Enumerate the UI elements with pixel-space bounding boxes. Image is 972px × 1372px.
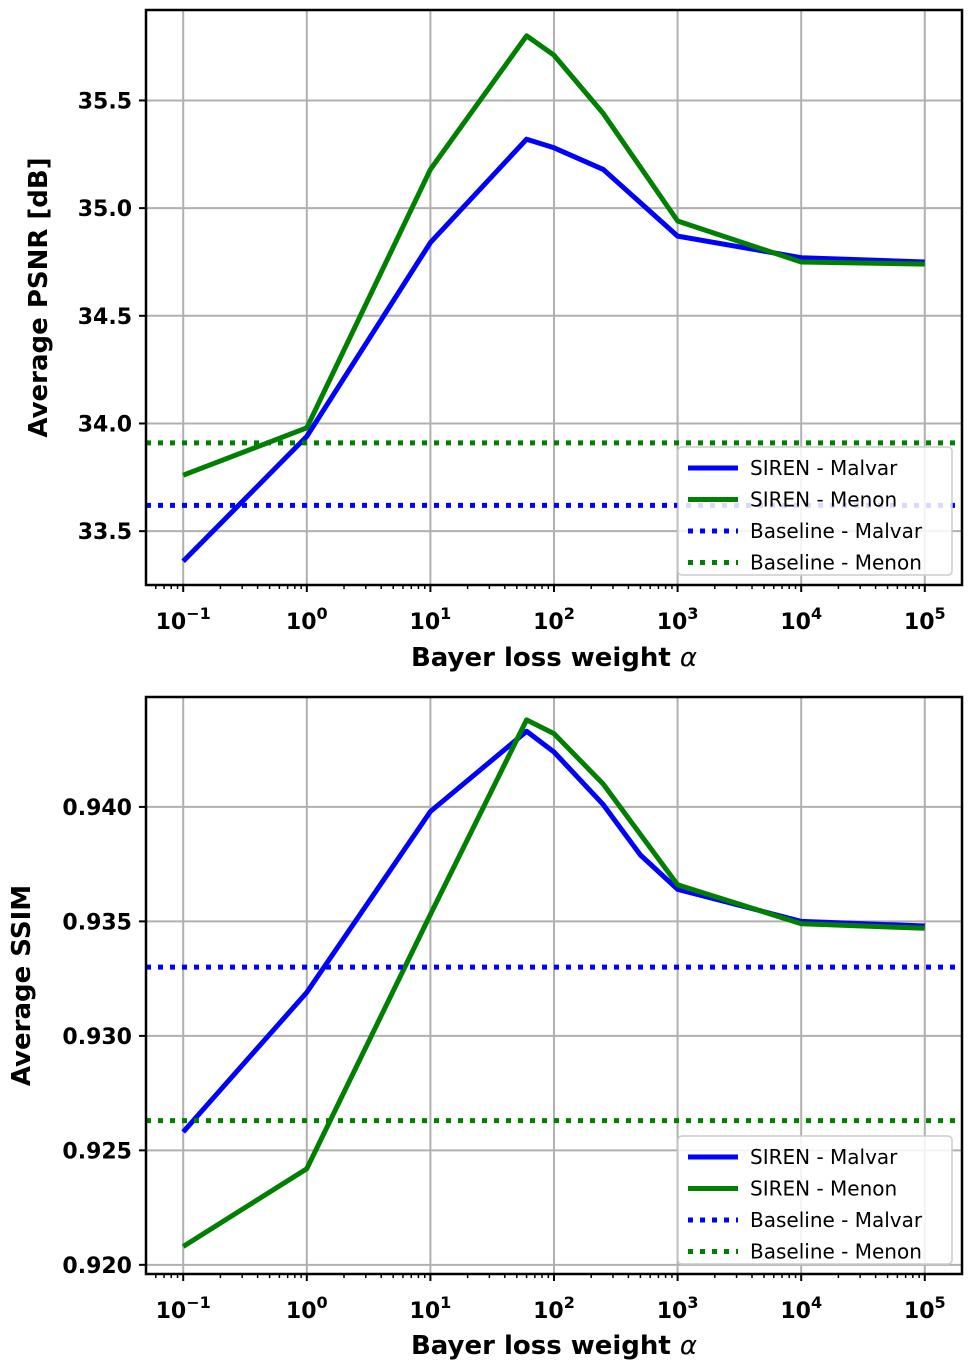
legend: SIREN - Malvar SIREN - Menon Baseline - Ma… — [677, 446, 953, 576]
y-tick-label: 0.920 — [62, 1254, 132, 1279]
x-tick-label: 104 — [780, 1293, 822, 1324]
plot-area — [146, 717, 962, 1249]
y-axis-label: Average SSIM — [7, 885, 37, 1086]
legend-label-baseline-menon: Baseline - Menon — [750, 551, 922, 575]
legend-box — [677, 1135, 953, 1265]
y-tick-label: 0.925 — [62, 1139, 132, 1164]
x-tick-label: 103 — [657, 604, 699, 635]
x-axis-label: Bayer loss weight α — [411, 643, 697, 673]
x-tick-label: 10−1 — [156, 1293, 211, 1324]
y-tick-label: 35.5 — [78, 89, 132, 114]
x-tick-label: 100 — [286, 604, 328, 635]
y-tick-label: 33.5 — [78, 520, 132, 545]
y-tick-label: 34.0 — [78, 412, 132, 437]
y-tick-label: 0.940 — [62, 796, 132, 821]
legend-label-baseline-malvar: Baseline - Malvar — [750, 519, 923, 543]
psnr-chart: 10−1 100 101 102 103 104 105 33.5 34.0 34.5 35.0 35… — [24, 8, 964, 673]
x-tick-label: 103 — [657, 1293, 699, 1324]
legend-label-siren-malvar: SIREN - Malvar — [750, 1145, 898, 1169]
x-axis-label: Bayer loss weight α — [411, 1331, 697, 1361]
y-tick-label: 35.0 — [78, 197, 132, 222]
series-line-siren-menon — [181, 717, 925, 1249]
legend-box — [677, 446, 953, 576]
y-tick-label: 34.5 — [78, 305, 132, 330]
series-line-siren-menon — [182, 33, 925, 478]
x-tick-label: 10−1 — [156, 604, 211, 635]
x-tick-label: 101 — [410, 604, 452, 635]
x-tick-label: 102 — [533, 604, 575, 635]
legend-label-siren-malvar: SIREN - Malvar — [750, 456, 898, 480]
x-tick-label: 104 — [780, 604, 822, 635]
y-tick-label: 0.930 — [62, 1025, 132, 1050]
x-tick-label: 102 — [533, 1293, 575, 1324]
y-axis-label: Average PSNR [dB] — [24, 157, 54, 437]
x-tick-label: 105 — [904, 604, 946, 635]
plot-area — [146, 33, 962, 564]
y-tick-label: 0.935 — [62, 910, 132, 935]
legend-label-baseline-malvar: Baseline - Malvar — [750, 1208, 923, 1232]
x-tick-label: 101 — [410, 1293, 452, 1324]
x-tick-label: 105 — [904, 1293, 946, 1324]
legend-label-siren-menon: SIREN - Menon — [750, 1177, 897, 1201]
legend-label-baseline-menon: Baseline - Menon — [750, 1240, 922, 1264]
x-tick-label: 100 — [286, 1293, 328, 1324]
legend-label-siren-menon: SIREN - Menon — [750, 488, 897, 512]
ssim-chart: 10−1 100 101 102 103 104 105 0.920 0.925 0.930 0.9… — [7, 695, 964, 1361]
legend: SIREN - Malvar SIREN - Menon Baseline - Ma… — [677, 1135, 953, 1265]
